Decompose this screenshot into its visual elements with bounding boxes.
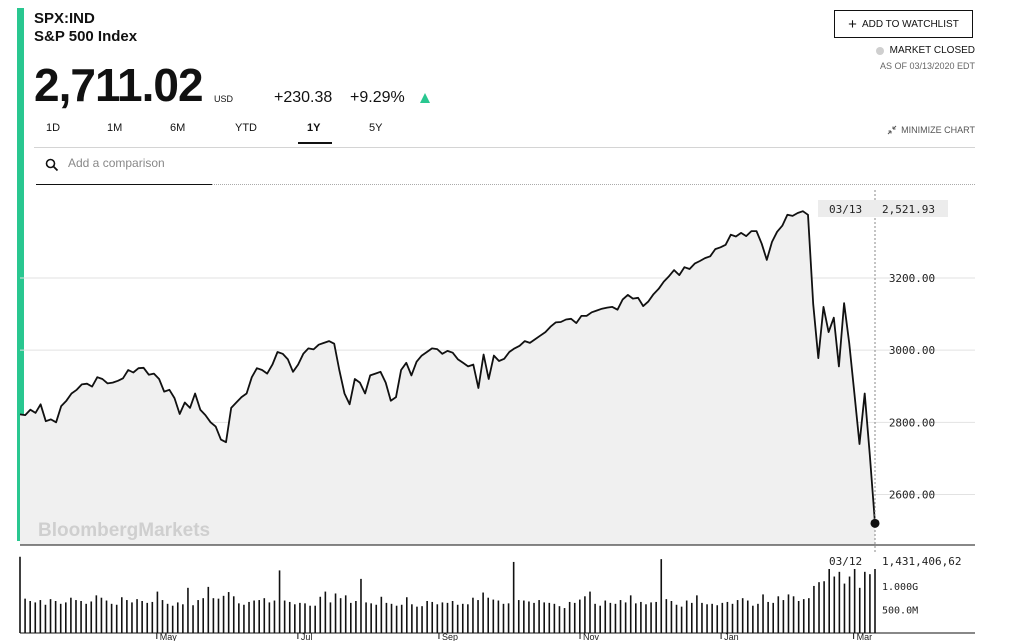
price-change: +230.38 [274, 89, 333, 106]
minimize-chart-label: MINIMIZE CHART [901, 125, 975, 135]
x-tick-label: Nov [583, 632, 600, 641]
price-area [20, 211, 875, 545]
search-divider [212, 184, 975, 185]
price-tick-label: 3000.00 [889, 344, 935, 357]
ticker-symbol: SPX:IND [34, 10, 95, 27]
crosshair-price-box [818, 200, 948, 217]
bloomberg-watermark: BloombergMarkets [38, 520, 210, 541]
volume-tick-label: 500.0M [882, 605, 918, 616]
price-tick-label: 2800.00 [889, 416, 935, 429]
add-to-watchlist-label: ADD TO WATCHLIST [861, 18, 959, 30]
minimize-chart-button[interactable]: MINIMIZE CHART [887, 125, 975, 135]
tab-6m[interactable]: 6M [170, 122, 186, 134]
volume-tick-label: 1.000G [882, 582, 918, 593]
accent-bar [17, 8, 24, 541]
add-to-watchlist-button[interactable]: + ADD TO WATCHLIST [834, 10, 973, 38]
x-tick-label: Jul [301, 632, 313, 641]
currency-label: USD [214, 94, 234, 104]
header-divider [34, 147, 975, 148]
volume-crosshair-box [818, 552, 974, 569]
price-change-percent: +9.29% [350, 89, 405, 106]
market-status: MARKET CLOSED [875, 45, 975, 56]
as-of-date: AS OF 03/13/2020 EDT [879, 61, 975, 71]
plus-icon: + [848, 15, 857, 33]
x-tick-label: May [160, 632, 178, 641]
x-tick-label: Mar [857, 632, 873, 641]
price-tick-label: 3200.00 [889, 272, 935, 285]
crosshair-date-label: 03/13 [829, 203, 862, 216]
tab-1d[interactable]: 1D [46, 122, 61, 134]
volume-crosshair-date: 03/12 [829, 555, 862, 568]
tab-1y[interactable]: 1Y [307, 122, 321, 134]
x-tick-label: Sep [442, 632, 458, 641]
active-tab-indicator [298, 142, 332, 144]
tab-1m[interactable]: 1M [107, 122, 123, 134]
index-name: S&P 500 Index [34, 28, 138, 45]
comparison-input[interactable] [66, 155, 210, 171]
crosshair-value-label: 2,521.93 [882, 203, 935, 216]
price-tick-label: 2600.00 [889, 488, 935, 501]
search-icon [45, 158, 59, 172]
price-line [19, 210, 876, 524]
up-arrow-icon [420, 93, 430, 103]
market-status-label: MARKET CLOSED [889, 45, 975, 56]
last-price-marker [870, 518, 880, 528]
status-dot-icon [875, 46, 884, 55]
tab-5y[interactable]: 5Y [369, 122, 383, 134]
x-tick-label: Jan [724, 632, 739, 641]
volume-crosshair-value: 1,431,406,62 [882, 555, 961, 568]
tab-ytd[interactable]: YTD [235, 122, 257, 134]
minimize-icon [887, 125, 897, 135]
current-price: 2,711.02 [34, 59, 204, 111]
comparison-search [36, 152, 212, 185]
